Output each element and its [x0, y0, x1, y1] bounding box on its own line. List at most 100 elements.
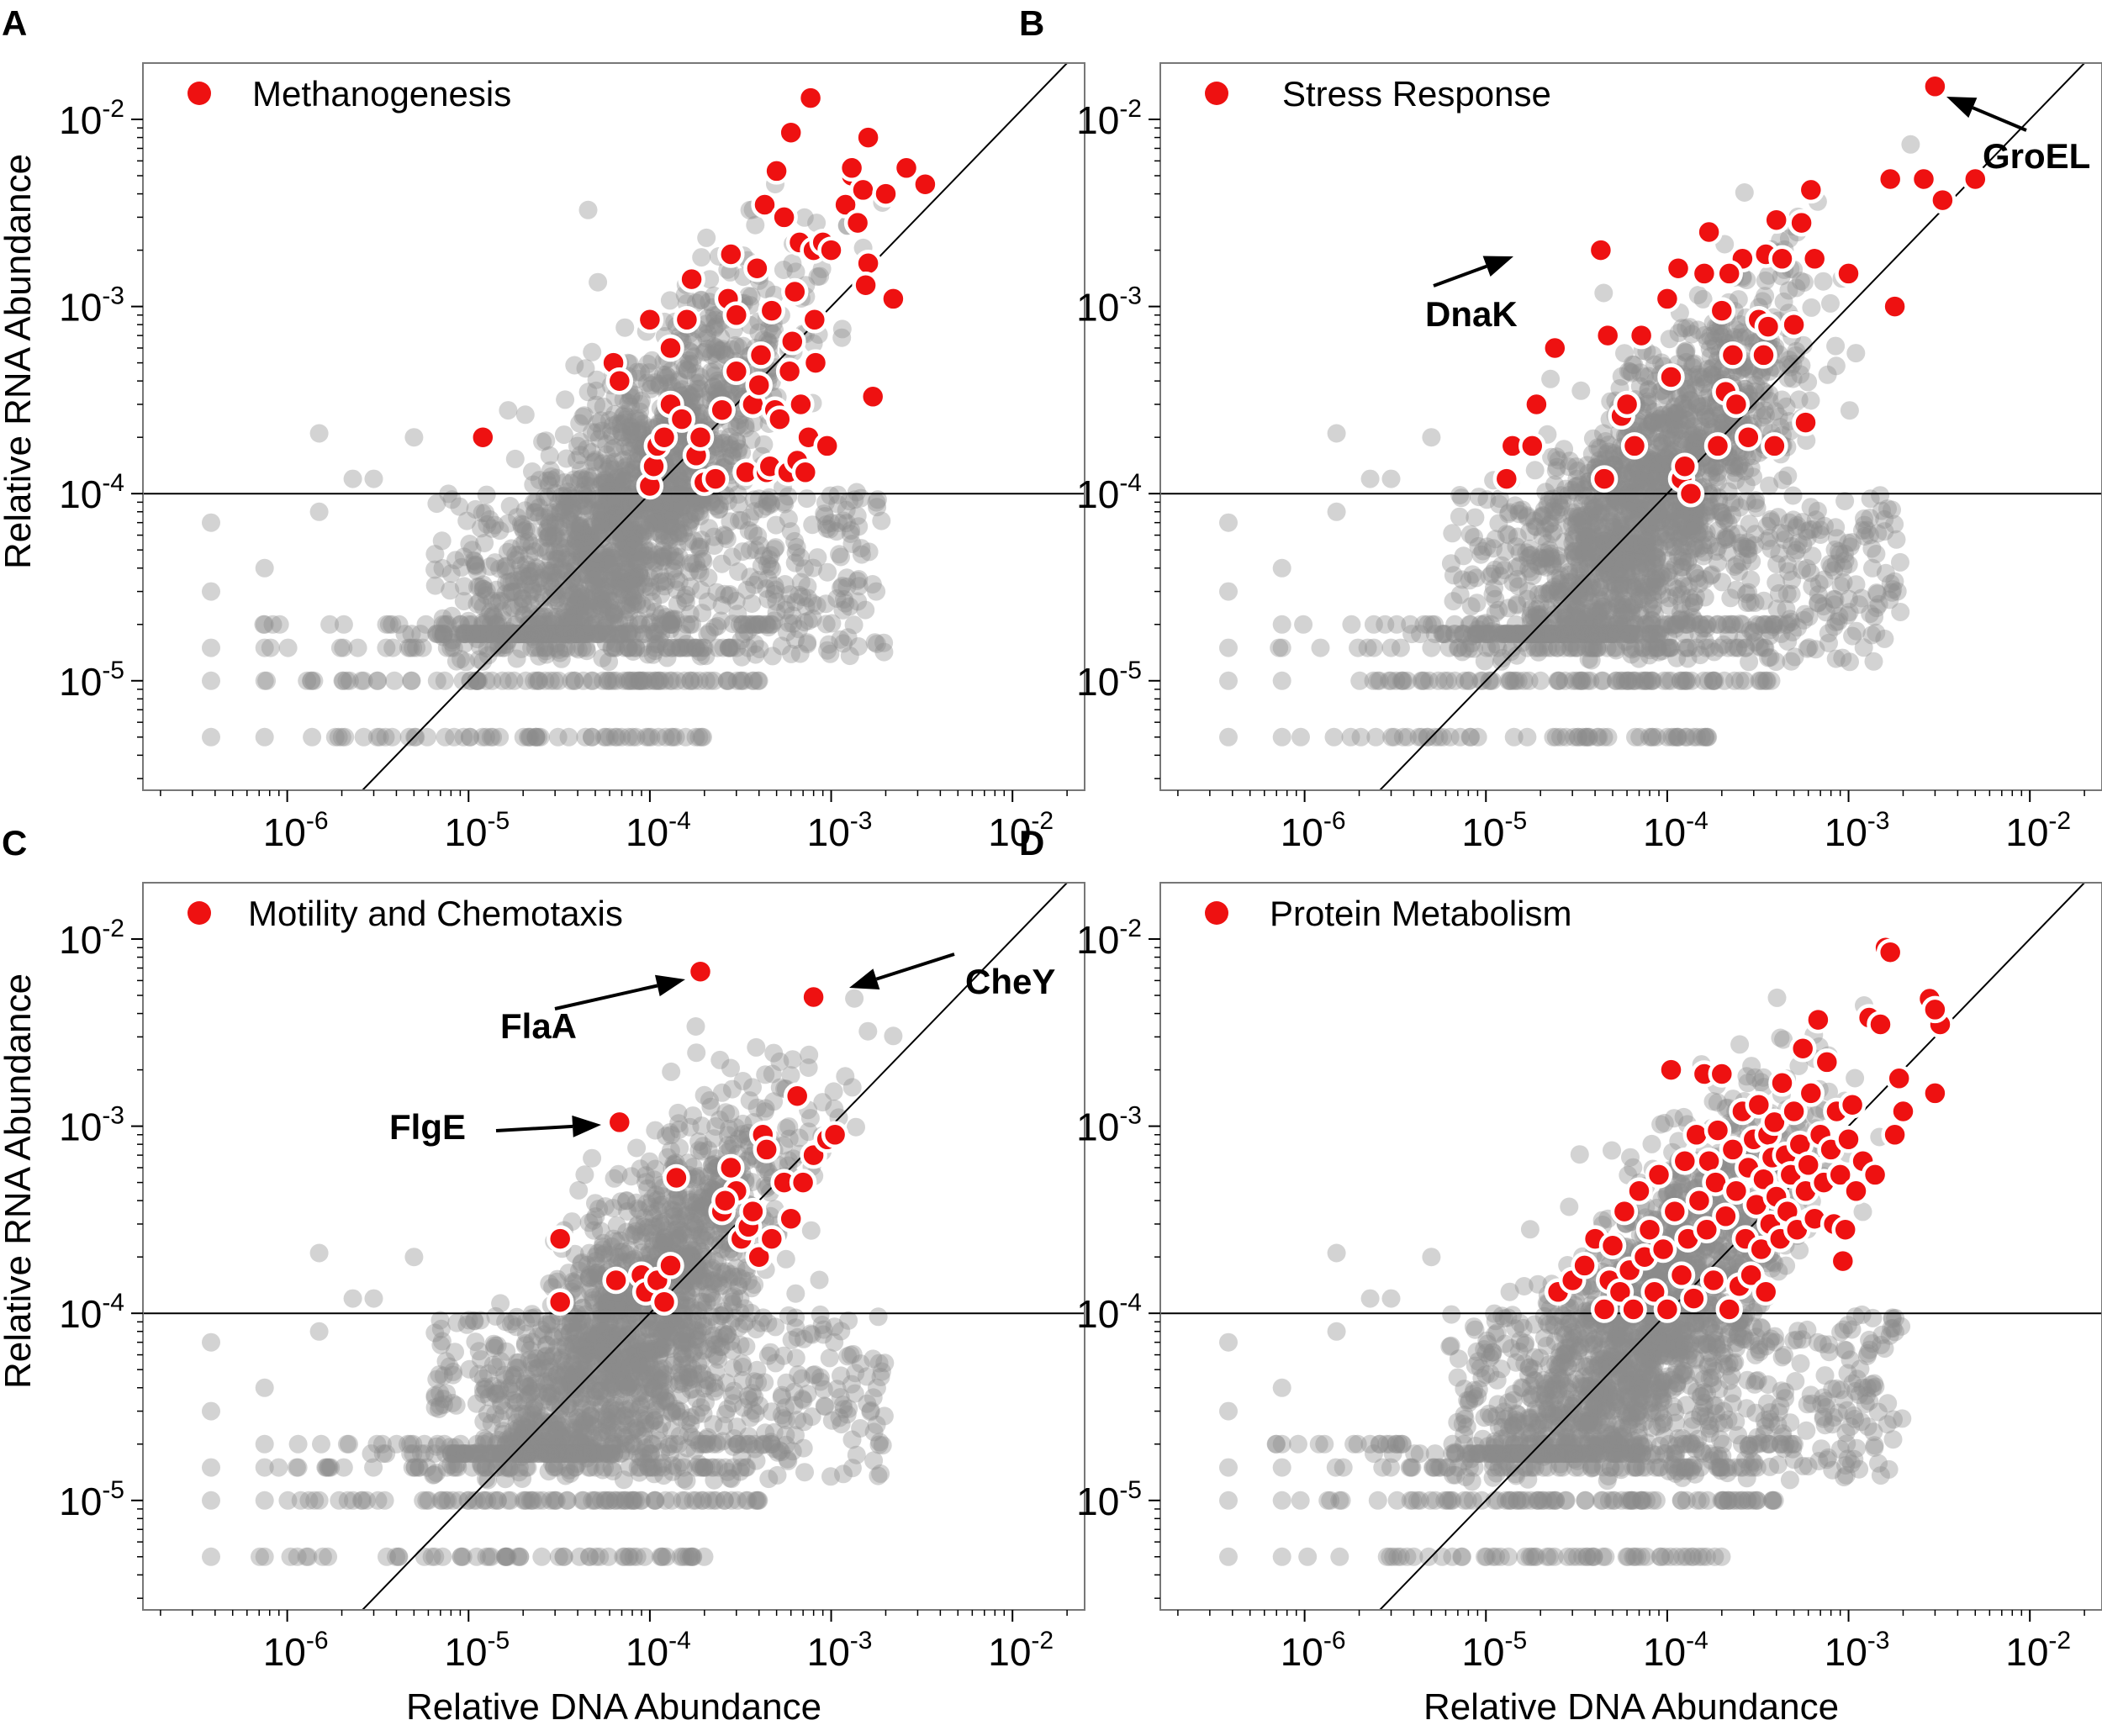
- gene-point: [1538, 583, 1556, 603]
- highlight-point: [1768, 245, 1796, 273]
- gene-point: [456, 625, 475, 644]
- gene-point: [662, 611, 681, 631]
- gene-point: [442, 633, 462, 652]
- gene-point: [1592, 610, 1611, 630]
- highlight-point: [701, 465, 730, 493]
- gene-point: [597, 548, 616, 567]
- gene-point: [564, 538, 584, 557]
- gene-point: [1846, 344, 1866, 363]
- gene-point: [1736, 638, 1756, 657]
- gene-point: [1548, 638, 1567, 657]
- gene-point: [657, 638, 676, 657]
- gene-point: [1543, 557, 1562, 576]
- gene-point: [599, 671, 618, 690]
- gene-point: [565, 625, 584, 644]
- gene-point: [257, 671, 277, 690]
- gene-point: [1540, 625, 1560, 644]
- y-axis-title-top: Relative RNA Abundance: [0, 154, 39, 569]
- gene-point: [803, 515, 822, 535]
- gene-point: [1725, 557, 1745, 576]
- gene-point: [1671, 516, 1690, 536]
- gene-point: [673, 474, 691, 493]
- gene-point: [202, 638, 220, 657]
- gene-point: [522, 625, 541, 644]
- gene-point: [812, 259, 832, 278]
- gene-point: [1683, 516, 1702, 536]
- gene-point: [711, 611, 731, 631]
- gene-point: [707, 450, 726, 469]
- gene-point: [570, 588, 589, 607]
- gene-point: [1661, 638, 1680, 657]
- gene-point: [1736, 475, 1756, 494]
- gene-point: [733, 615, 753, 634]
- gene-point: [1598, 551, 1617, 570]
- gene-point: [470, 625, 489, 644]
- gene-point: [1540, 540, 1559, 559]
- y-tick-label: 10-2: [59, 95, 124, 142]
- gene-point: [1272, 671, 1291, 690]
- gene-point: [867, 493, 886, 512]
- gene-point: [625, 529, 644, 548]
- gene-point: [682, 509, 701, 529]
- gene-point: [715, 345, 734, 364]
- gene-point: [1510, 556, 1529, 575]
- gene-point: [1643, 412, 1662, 431]
- gene-point: [1638, 456, 1656, 475]
- gene-point: [1698, 360, 1718, 378]
- annotation-arrow-shaft: [1433, 264, 1487, 288]
- gene-point: [568, 436, 587, 456]
- gene-point: [1546, 568, 1566, 588]
- gene-point: [1618, 542, 1637, 562]
- gene-point: [584, 625, 603, 644]
- gene-point: [1669, 546, 1688, 566]
- gene-point: [546, 526, 565, 546]
- gene-point: [497, 625, 515, 644]
- gene-point: [670, 509, 689, 529]
- gene-point: [1594, 556, 1613, 575]
- gene-point: [1584, 531, 1603, 551]
- gene-point: [630, 563, 649, 583]
- gene-point: [509, 570, 528, 589]
- gene-point: [1612, 367, 1631, 386]
- gene-point: [567, 625, 585, 644]
- gene-point: [565, 574, 584, 593]
- gene-point: [732, 443, 752, 462]
- gene-point: [1566, 603, 1586, 622]
- gene-point: [720, 638, 739, 657]
- gene-point: [569, 524, 589, 543]
- highlight-point: [1613, 390, 1641, 419]
- gene-point: [582, 518, 601, 537]
- gene-point: [1518, 727, 1537, 747]
- gene-point: [1601, 494, 1620, 514]
- gene-point: [1550, 574, 1570, 594]
- gene-point: [636, 552, 655, 572]
- gene-point: [613, 428, 632, 447]
- gene-point: [1401, 615, 1420, 634]
- gene-point: [1568, 609, 1587, 629]
- gene-point: [1628, 548, 1647, 567]
- gene-point: [600, 524, 620, 543]
- gene-point: [700, 519, 719, 538]
- gene-point: [352, 671, 371, 690]
- gene-point: [1569, 544, 1588, 563]
- gene-point: [574, 610, 594, 630]
- gene-point: [1653, 435, 1672, 454]
- gene-point: [571, 516, 590, 536]
- gene-point: [635, 574, 653, 594]
- gene-point: [1443, 524, 1462, 543]
- gene-point: [1618, 603, 1637, 622]
- gene-point: [540, 504, 559, 524]
- gene-point: [630, 671, 649, 690]
- highlight-point: [872, 180, 900, 208]
- gene-point: [645, 671, 664, 690]
- gene-point: [610, 625, 630, 644]
- gene-point: [733, 336, 753, 356]
- gene-point: [512, 566, 531, 585]
- gene-point: [628, 541, 647, 561]
- gene-point: [1733, 552, 1752, 571]
- gene-point: [689, 671, 709, 690]
- gene-point: [617, 540, 636, 559]
- gene-point: [1524, 625, 1544, 644]
- gene-point: [1597, 552, 1616, 572]
- gene-point: [613, 472, 632, 491]
